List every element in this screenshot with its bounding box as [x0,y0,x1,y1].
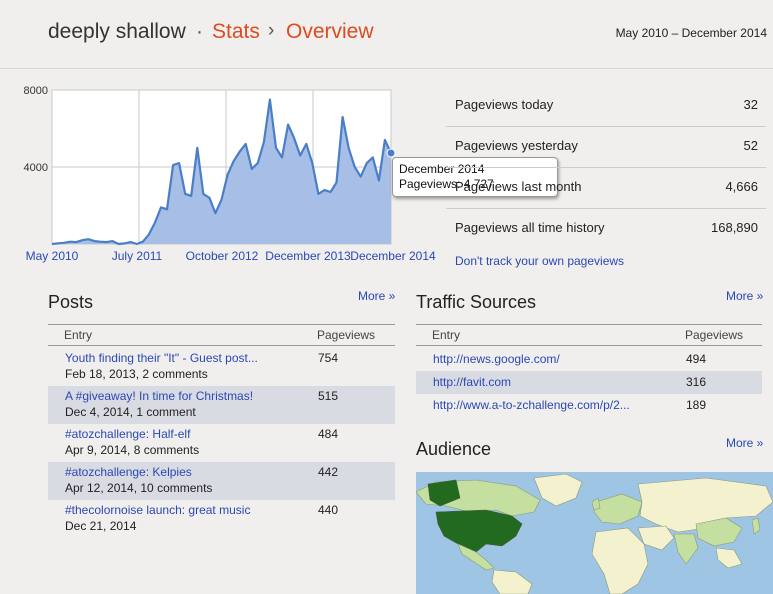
chart-x-tick-label: May 2010 [26,249,79,263]
summary-value: 32 [743,97,758,112]
summary-label: Pageviews today [455,97,554,112]
posts-table: Entry Pageviews Youth finding their "It"… [48,324,395,538]
table-row: Youth finding their "It" - Guest post...… [48,348,395,386]
col-entry: Entry [432,328,461,342]
table-row: http://www.a-to-zchallenge.com/p/2... 18… [416,394,762,417]
traffic-link[interactable]: http://www.a-to-zchallenge.com/p/2... [433,398,630,412]
traffic-sources-title: Traffic Sources [416,292,537,312]
table-row: #atozchallenge: Kelpies Apr 12, 2014, 10… [48,462,395,500]
post-meta: Apr 12, 2014, 10 comments [65,481,213,495]
summary-row-all-time: Pageviews all time history 168,890 [446,209,766,249]
chart-point-highlight [386,148,396,158]
table-row: http://favit.com 316 [416,371,762,394]
post-link[interactable]: #atozchallenge: Half-elf [65,427,191,441]
post-link[interactable]: #atozchallenge: Kelpies [65,465,192,479]
traffic-table-header: Entry Pageviews [416,324,762,346]
table-row: http://news.google.com/ 494 [416,348,762,371]
tooltip-value: Pageviews: 4,727 [399,177,494,191]
map-region-europe [593,493,643,525]
posts-table-header: Entry Pageviews [48,324,395,346]
map-region-mexico [457,543,495,571]
post-meta: Feb 18, 2013, 2 comments [65,367,208,381]
post-link[interactable]: Youth finding their "It" - Guest post... [65,351,258,365]
breadcrumb-overview: Overview [286,20,374,43]
chart-tooltip: December 2014 Pageviews: 4,727 [392,157,558,197]
traffic-link[interactable]: http://news.google.com/ [433,352,560,366]
traffic-link[interactable]: http://favit.com [433,375,512,389]
audience-more-link[interactable]: More » [726,436,764,450]
pageviews-chart-svg[interactable]: 8000 4000 May 2010 July 2011 October 2012 Dec… [0,76,440,266]
summary-value: 4,666 [725,179,758,194]
traffic-table: Entry Pageviews http://news.google.com/ … [416,324,762,417]
post-views: 515 [318,389,339,403]
audience-map[interactable] [416,472,773,594]
map-region-japan [751,517,761,535]
chart-x-tick-label: July 2011 [112,249,163,263]
table-row: #thecolornoise launch: great music Dec 2… [48,500,395,538]
col-pageviews: Pageviews [685,328,744,342]
dont-track-link[interactable]: Don't track your own pageviews [455,254,625,268]
summary-row-today: Pageviews today 32 [446,86,766,127]
summary-row-last-month: Pageviews last month 4,666 [446,168,766,209]
traffic-more-link[interactable]: More » [726,289,764,303]
posts-title: Posts [48,292,94,312]
traffic-views: 316 [686,375,707,389]
page-header: deeply shallow · Stats › Overview May 20… [0,0,773,69]
map-region-middle-east [637,525,675,551]
summary-label: Pageviews last month [455,179,582,194]
map-region-africa [591,527,649,594]
tooltip-date: December 2014 [399,162,485,176]
col-pageviews: Pageviews [317,328,376,342]
table-row: #atozchallenge: Half-elf Apr 9, 2014, 8 … [48,424,395,462]
chart-x-tick-label: October 2012 [186,249,259,263]
date-range: May 2010 – December 2014 [615,26,767,40]
map-region-south-america [491,569,533,594]
summary-value: 168,890 [711,220,758,235]
traffic-views: 189 [686,398,707,412]
chart-area-fill [52,99,391,244]
summary-row-yesterday: Pageviews yesterday 52 [446,127,766,168]
post-views: 484 [318,427,339,441]
map-region-alaska [427,479,461,507]
map-region-uk [591,497,601,511]
post-views: 442 [318,465,339,479]
audience-title: Audience [416,439,492,459]
pageviews-summary: Pageviews today 32 Pageviews yesterday 5… [446,86,766,249]
traffic-views: 494 [686,352,707,366]
pageviews-chart[interactable]: 8000 4000 May 2010 July 2011 October 2012 Dec… [0,76,440,266]
summary-value: 52 [743,138,758,153]
post-meta: Dec 4, 2014, 1 comment [65,405,196,419]
post-views: 440 [318,503,339,517]
title-separator: · [196,20,203,43]
map-region-china [695,517,743,547]
post-link[interactable]: A #giveaway! In time for Christmas! [65,389,254,403]
summary-label: Pageviews all time history [455,220,605,235]
post-views: 754 [318,351,339,365]
chart-x-tick-label: December 2013 [265,249,351,263]
breadcrumb-stats[interactable]: Stats [212,20,260,43]
table-row: A #giveaway! In time for Christmas! Dec … [48,386,395,424]
post-meta: Dec 21, 2014 [65,519,137,533]
chart-series-line [51,98,392,246]
chart-x-tick-label: December 2014 [350,249,436,263]
blog-name[interactable]: deeply shallow [48,20,186,43]
chart-y-tick-label: 8000 [24,85,48,97]
post-meta: Apr 9, 2014, 8 comments [65,443,200,457]
col-entry: Entry [64,328,93,342]
world-map[interactable] [416,472,773,594]
post-link[interactable]: #thecolornoise launch: great music [65,503,251,517]
chart-y-tick-label: 4000 [24,162,48,174]
breadcrumb-arrow: › [268,20,275,41]
summary-label: Pageviews yesterday [455,138,578,153]
posts-more-link[interactable]: More » [358,289,396,303]
map-region-india [673,533,699,565]
map-region-greenland [533,473,583,507]
map-region-southeast-asia [715,547,743,569]
map-region-usa [435,509,523,553]
